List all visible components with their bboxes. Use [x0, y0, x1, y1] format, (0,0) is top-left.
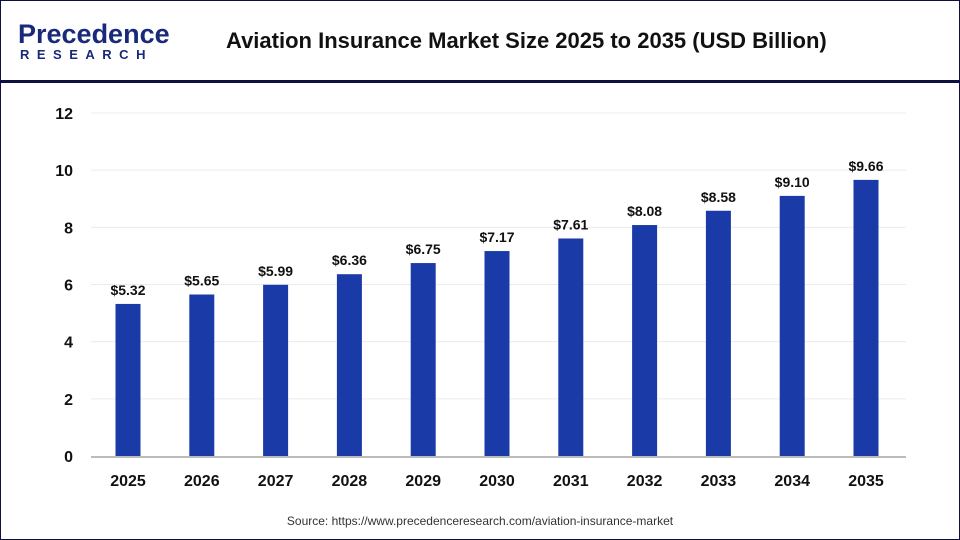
x-tick-label: 2032	[627, 473, 663, 490]
bar	[705, 210, 731, 456]
bar	[115, 303, 141, 456]
data-label: $9.10	[775, 174, 810, 190]
data-label: $7.61	[553, 216, 588, 232]
y-tick-label: 0	[64, 449, 73, 466]
y-tick-label: 8	[64, 220, 73, 237]
bar	[853, 179, 879, 456]
bar	[779, 195, 805, 456]
chart-title: Aviation Insurance Market Size 2025 to 2…	[226, 28, 827, 53]
data-label: $5.65	[184, 273, 219, 289]
data-label: $9.66	[848, 158, 883, 174]
x-tick-label: 2030	[479, 473, 515, 490]
y-tick-label: 12	[55, 106, 73, 123]
x-tick-label: 2025	[110, 473, 146, 490]
x-tick-label: 2034	[774, 473, 810, 490]
bar	[263, 284, 289, 456]
data-label: $7.17	[479, 229, 514, 245]
x-tick-label: 2031	[553, 473, 589, 490]
source-note: Source: https://www.precedenceresearch.c…	[286, 514, 674, 528]
bar	[484, 251, 510, 456]
y-tick-label: 4	[64, 335, 73, 352]
x-tick-label: 2029	[405, 473, 441, 490]
x-tick-label: 2026	[184, 473, 220, 490]
y-tick-label: 2	[64, 392, 73, 409]
data-label: $6.36	[332, 252, 367, 268]
x-tick-label: 2033	[701, 473, 737, 490]
data-label: $5.32	[110, 282, 145, 298]
header: Precedence RESEARCH Aviation Insurance M…	[1, 1, 959, 83]
bar	[558, 238, 584, 456]
bar	[336, 274, 362, 456]
y-tick-label: 10	[55, 163, 73, 180]
data-label: $6.75	[406, 241, 441, 257]
bar	[632, 225, 658, 456]
bar	[189, 294, 215, 456]
x-tick-label: 2027	[258, 473, 294, 490]
data-label: $5.99	[258, 263, 293, 279]
bar	[410, 263, 436, 456]
x-tick-label: 2028	[332, 473, 368, 490]
x-tick-label: 2035	[848, 473, 884, 490]
data-label: $8.58	[701, 189, 736, 205]
y-tick-label: 6	[64, 278, 73, 295]
precedence-research-logo: Precedence RESEARCH	[18, 19, 170, 62]
data-label: $8.08	[627, 203, 662, 219]
